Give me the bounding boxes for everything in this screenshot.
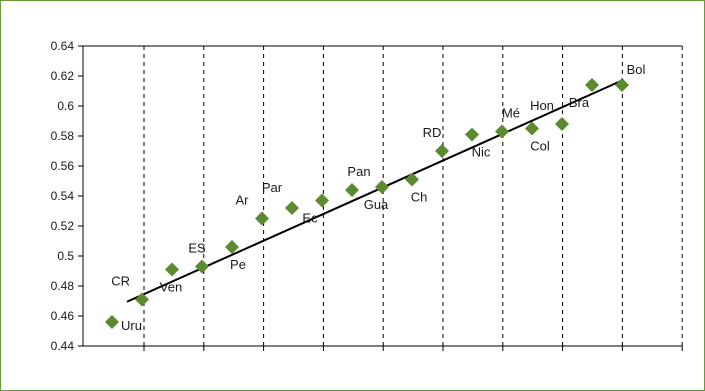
data-point-marker bbox=[255, 211, 269, 226]
data-point-label: Ar bbox=[236, 193, 250, 208]
y-tick-label: 0.46 bbox=[51, 309, 75, 323]
grid-layer bbox=[143, 46, 683, 346]
data-point-marker bbox=[225, 240, 239, 254]
data-point-label: Mé bbox=[502, 106, 520, 121]
data-point-marker bbox=[135, 292, 149, 307]
data-point-marker bbox=[285, 201, 299, 215]
points-layer bbox=[105, 78, 629, 329]
data-point-marker bbox=[495, 124, 509, 139]
y-tick-label: 0.56 bbox=[51, 159, 75, 173]
data-point-marker bbox=[615, 78, 629, 92]
data-point-label: Bol bbox=[627, 62, 646, 77]
data-point-marker bbox=[105, 315, 119, 329]
y-tick-label: 0.5 bbox=[57, 249, 74, 263]
y-tick-label: 0.62 bbox=[51, 69, 75, 83]
y-tick-label: 0.52 bbox=[51, 219, 75, 233]
data-point-label: RD bbox=[423, 125, 442, 140]
data-point-marker bbox=[375, 180, 389, 194]
data-point-label: Pe bbox=[230, 257, 246, 272]
data-point-label: Uru bbox=[121, 318, 142, 333]
data-point-label: ES bbox=[188, 241, 206, 256]
data-point-label: Ven bbox=[160, 280, 182, 295]
y-tick-label: 0.48 bbox=[51, 279, 75, 293]
point-labels-layer: Uru CR Ven ES Pe Ar Par Ec Pan Gua Ch RD Nic Mé Col Hon… bbox=[111, 62, 645, 333]
data-point-marker bbox=[585, 78, 599, 92]
data-point-label: Nic bbox=[472, 145, 491, 160]
data-point-label: Ch bbox=[411, 190, 428, 205]
data-point-label: Hon bbox=[530, 98, 554, 113]
y-tick-label: 0.54 bbox=[51, 189, 75, 203]
data-point-label: Gua bbox=[364, 197, 389, 212]
data-point-marker bbox=[435, 144, 449, 158]
trendline-layer bbox=[126, 79, 623, 303]
data-point-label: Par bbox=[262, 180, 283, 195]
data-point-marker bbox=[315, 193, 329, 208]
y-tick-label: 0.6 bbox=[57, 99, 74, 113]
data-point-label: Ec bbox=[302, 211, 318, 226]
y-tick-label: 0.64 bbox=[51, 39, 75, 53]
trendline bbox=[126, 79, 623, 303]
y-tick-label: 0.44 bbox=[51, 339, 75, 353]
data-point-marker bbox=[165, 262, 179, 277]
data-point-label: Bra bbox=[569, 95, 590, 110]
data-point-marker bbox=[195, 259, 209, 274]
data-point-marker bbox=[465, 127, 479, 142]
data-point-marker bbox=[405, 172, 419, 187]
y-tick-label: 0.58 bbox=[51, 129, 75, 143]
data-point-label: CR bbox=[111, 274, 130, 289]
axis-layer: 0.44 0.46 0.48 0.5 0.52 0.54 0.56 0.58 0.6 0.62 0.… bbox=[51, 39, 683, 353]
data-point-marker bbox=[525, 121, 539, 136]
data-point-label: Pan bbox=[347, 164, 370, 179]
data-point-marker bbox=[345, 183, 359, 197]
data-point-marker bbox=[555, 117, 569, 131]
data-point-label: Col bbox=[530, 139, 550, 154]
